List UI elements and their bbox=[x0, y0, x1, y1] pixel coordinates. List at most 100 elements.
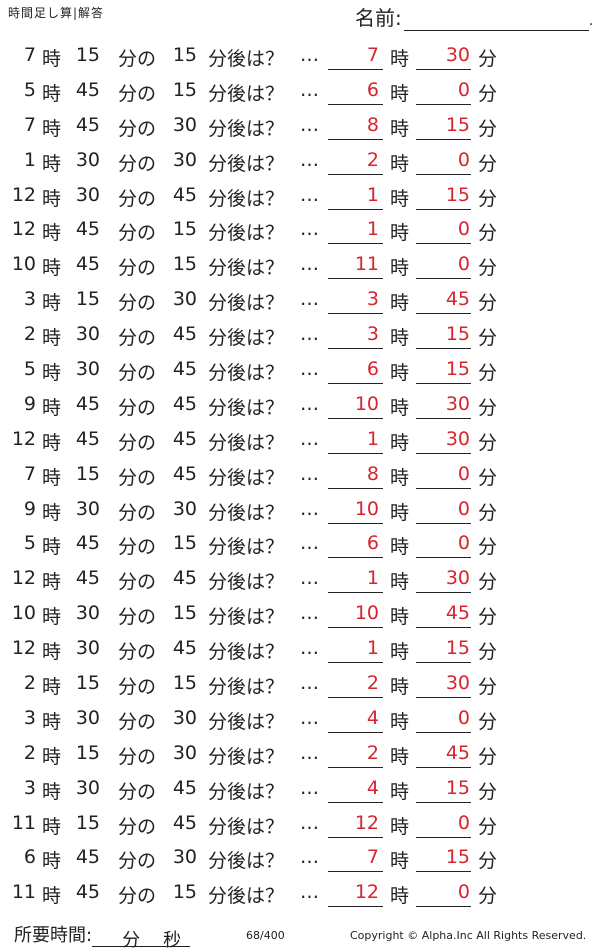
minute-of-label: 分の bbox=[118, 815, 157, 838]
answer-hour-blank[interactable] bbox=[328, 836, 383, 838]
answer-minute-blank[interactable] bbox=[416, 557, 471, 559]
start-hour: 12 bbox=[11, 183, 36, 206]
answer-minute-blank[interactable] bbox=[416, 697, 471, 699]
answer-hour: 2 bbox=[366, 148, 379, 171]
start-minute: 45 bbox=[75, 392, 100, 415]
ellipsis: … bbox=[300, 113, 319, 136]
answer-minute-blank[interactable] bbox=[416, 278, 471, 280]
question-label: 分後は？ bbox=[208, 396, 285, 419]
answer-hour-blank[interactable] bbox=[328, 487, 383, 489]
question-label: 分後は？ bbox=[208, 501, 285, 524]
name-blank-line[interactable] bbox=[403, 10, 589, 31]
answer-hour-blank[interactable] bbox=[328, 348, 383, 350]
answer-minute-blank[interactable] bbox=[416, 69, 471, 70]
answer-hour-blank[interactable] bbox=[328, 417, 383, 419]
answer-hour-blank[interactable] bbox=[328, 103, 383, 105]
answer-hour-blank[interactable] bbox=[328, 138, 383, 140]
answer-hour-blank[interactable] bbox=[328, 697, 383, 699]
answer-hour-unit: 時 bbox=[390, 257, 410, 280]
answer-hour-blank[interactable] bbox=[328, 906, 383, 908]
start-hour: 7 bbox=[23, 113, 36, 136]
answer-hour-blank[interactable] bbox=[328, 801, 383, 803]
answer-minute-blank[interactable] bbox=[416, 103, 471, 105]
added-minutes: 15 bbox=[172, 78, 197, 101]
answer-hour-blank[interactable] bbox=[328, 173, 383, 175]
answer-hour-blank[interactable] bbox=[328, 557, 383, 559]
answer-minute-blank[interactable] bbox=[416, 906, 471, 908]
answer-hour-unit: 時 bbox=[390, 48, 410, 70]
ellipsis: … bbox=[300, 811, 319, 834]
answer-hour-blank[interactable] bbox=[328, 383, 383, 385]
added-minutes: 15 bbox=[172, 44, 197, 66]
answer-minute-blank[interactable] bbox=[416, 487, 471, 489]
minute-of-label: 分の bbox=[118, 850, 157, 873]
answer-hour-blank[interactable] bbox=[328, 871, 383, 873]
answer-hour-blank[interactable] bbox=[328, 522, 383, 524]
answer-hour-blank[interactable] bbox=[328, 627, 383, 629]
answer-minute-blank[interactable] bbox=[416, 138, 471, 140]
answer-hour: 1 bbox=[366, 427, 379, 450]
answer-minute-blank[interactable] bbox=[416, 313, 471, 315]
answer-hour-blank[interactable] bbox=[328, 452, 383, 454]
answer-minute-blank[interactable] bbox=[416, 731, 471, 733]
question-label: 分後は？ bbox=[208, 48, 285, 70]
answer-minute-blank[interactable] bbox=[416, 417, 471, 419]
minute-of-label: 分の bbox=[118, 676, 157, 699]
ellipsis: … bbox=[300, 497, 319, 520]
answer-hour-blank[interactable] bbox=[328, 731, 383, 733]
answer-minute-blank[interactable] bbox=[416, 766, 471, 768]
start-minute: 30 bbox=[75, 602, 100, 625]
answer-minute-blank[interactable] bbox=[416, 836, 471, 838]
ellipsis: … bbox=[300, 462, 319, 485]
answer-minute-blank[interactable] bbox=[416, 383, 471, 385]
answer-hour: 6 bbox=[366, 358, 379, 381]
question-label: 分後は？ bbox=[208, 536, 285, 559]
answer-hour-blank[interactable] bbox=[328, 766, 383, 768]
answer-minute-unit: 分 bbox=[478, 501, 498, 524]
ellipsis: … bbox=[300, 776, 319, 799]
answer-hour-blank[interactable] bbox=[328, 313, 383, 315]
minute-of-label: 分の bbox=[118, 571, 157, 594]
answer-minute-unit: 分 bbox=[478, 362, 498, 385]
added-minutes: 15 bbox=[172, 602, 197, 625]
hour-unit: 時 bbox=[42, 431, 62, 454]
answer-hour-blank[interactable] bbox=[328, 278, 383, 280]
answer-minute: 15 bbox=[445, 113, 470, 136]
answer-hour-blank[interactable] bbox=[328, 592, 383, 594]
start-minute: 15 bbox=[75, 462, 100, 485]
answer-minute: 0 bbox=[457, 532, 470, 555]
answer-minute-blank[interactable] bbox=[416, 592, 471, 594]
ellipsis: … bbox=[300, 846, 319, 869]
start-hour: 3 bbox=[23, 706, 36, 729]
answer-minute-blank[interactable] bbox=[416, 801, 471, 803]
answer-minute-blank[interactable] bbox=[416, 173, 471, 175]
answer-minute-unit: 分 bbox=[478, 152, 498, 175]
answer-minute-blank[interactable] bbox=[416, 243, 471, 245]
answer-minute-blank[interactable] bbox=[416, 627, 471, 629]
ellipsis: … bbox=[300, 358, 319, 381]
answer-hour-blank[interactable] bbox=[328, 243, 383, 245]
answer-minute-blank[interactable] bbox=[416, 348, 471, 350]
minute-of-label: 分の bbox=[118, 466, 157, 489]
answer-hour-blank[interactable] bbox=[328, 69, 383, 70]
minute-of-label: 分の bbox=[118, 641, 157, 664]
added-minutes: 45 bbox=[172, 637, 197, 660]
answer-minute-blank[interactable] bbox=[416, 452, 471, 454]
question-label: 分後は？ bbox=[208, 362, 285, 385]
hour-unit: 時 bbox=[42, 536, 62, 559]
time-taken-blank[interactable]: 分秒 bbox=[92, 926, 191, 951]
answer-minute-unit: 分 bbox=[478, 710, 498, 733]
problem-row: 3 時 15 分の 30 分後は？… 3 時 45 分 bbox=[0, 283, 600, 318]
minute-of-label: 分の bbox=[118, 48, 157, 70]
name-field[interactable]: 名前:. bbox=[355, 2, 593, 31]
minute-of-label: 分の bbox=[118, 187, 157, 210]
start-hour: 5 bbox=[23, 358, 36, 381]
answer-minute-blank[interactable] bbox=[416, 662, 471, 664]
answer-hour-blank[interactable] bbox=[328, 208, 383, 210]
answer-minute-blank[interactable] bbox=[416, 522, 471, 524]
time-taken: 所要時間: 分秒 bbox=[14, 921, 191, 951]
ellipsis: … bbox=[300, 44, 319, 66]
answer-minute-blank[interactable] bbox=[416, 871, 471, 873]
answer-hour-blank[interactable] bbox=[328, 662, 383, 664]
answer-minute-blank[interactable] bbox=[416, 208, 471, 210]
